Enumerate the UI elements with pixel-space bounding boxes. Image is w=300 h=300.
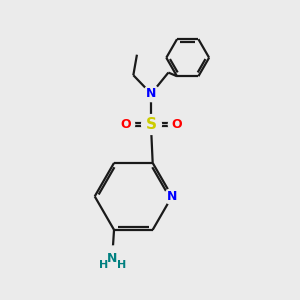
Text: O: O — [171, 118, 182, 131]
Text: N: N — [167, 190, 177, 203]
Text: N: N — [107, 252, 118, 265]
Text: H: H — [99, 260, 108, 271]
Text: H: H — [117, 260, 126, 271]
Text: N: N — [146, 87, 156, 100]
Text: S: S — [146, 117, 157, 132]
Text: O: O — [121, 118, 131, 131]
